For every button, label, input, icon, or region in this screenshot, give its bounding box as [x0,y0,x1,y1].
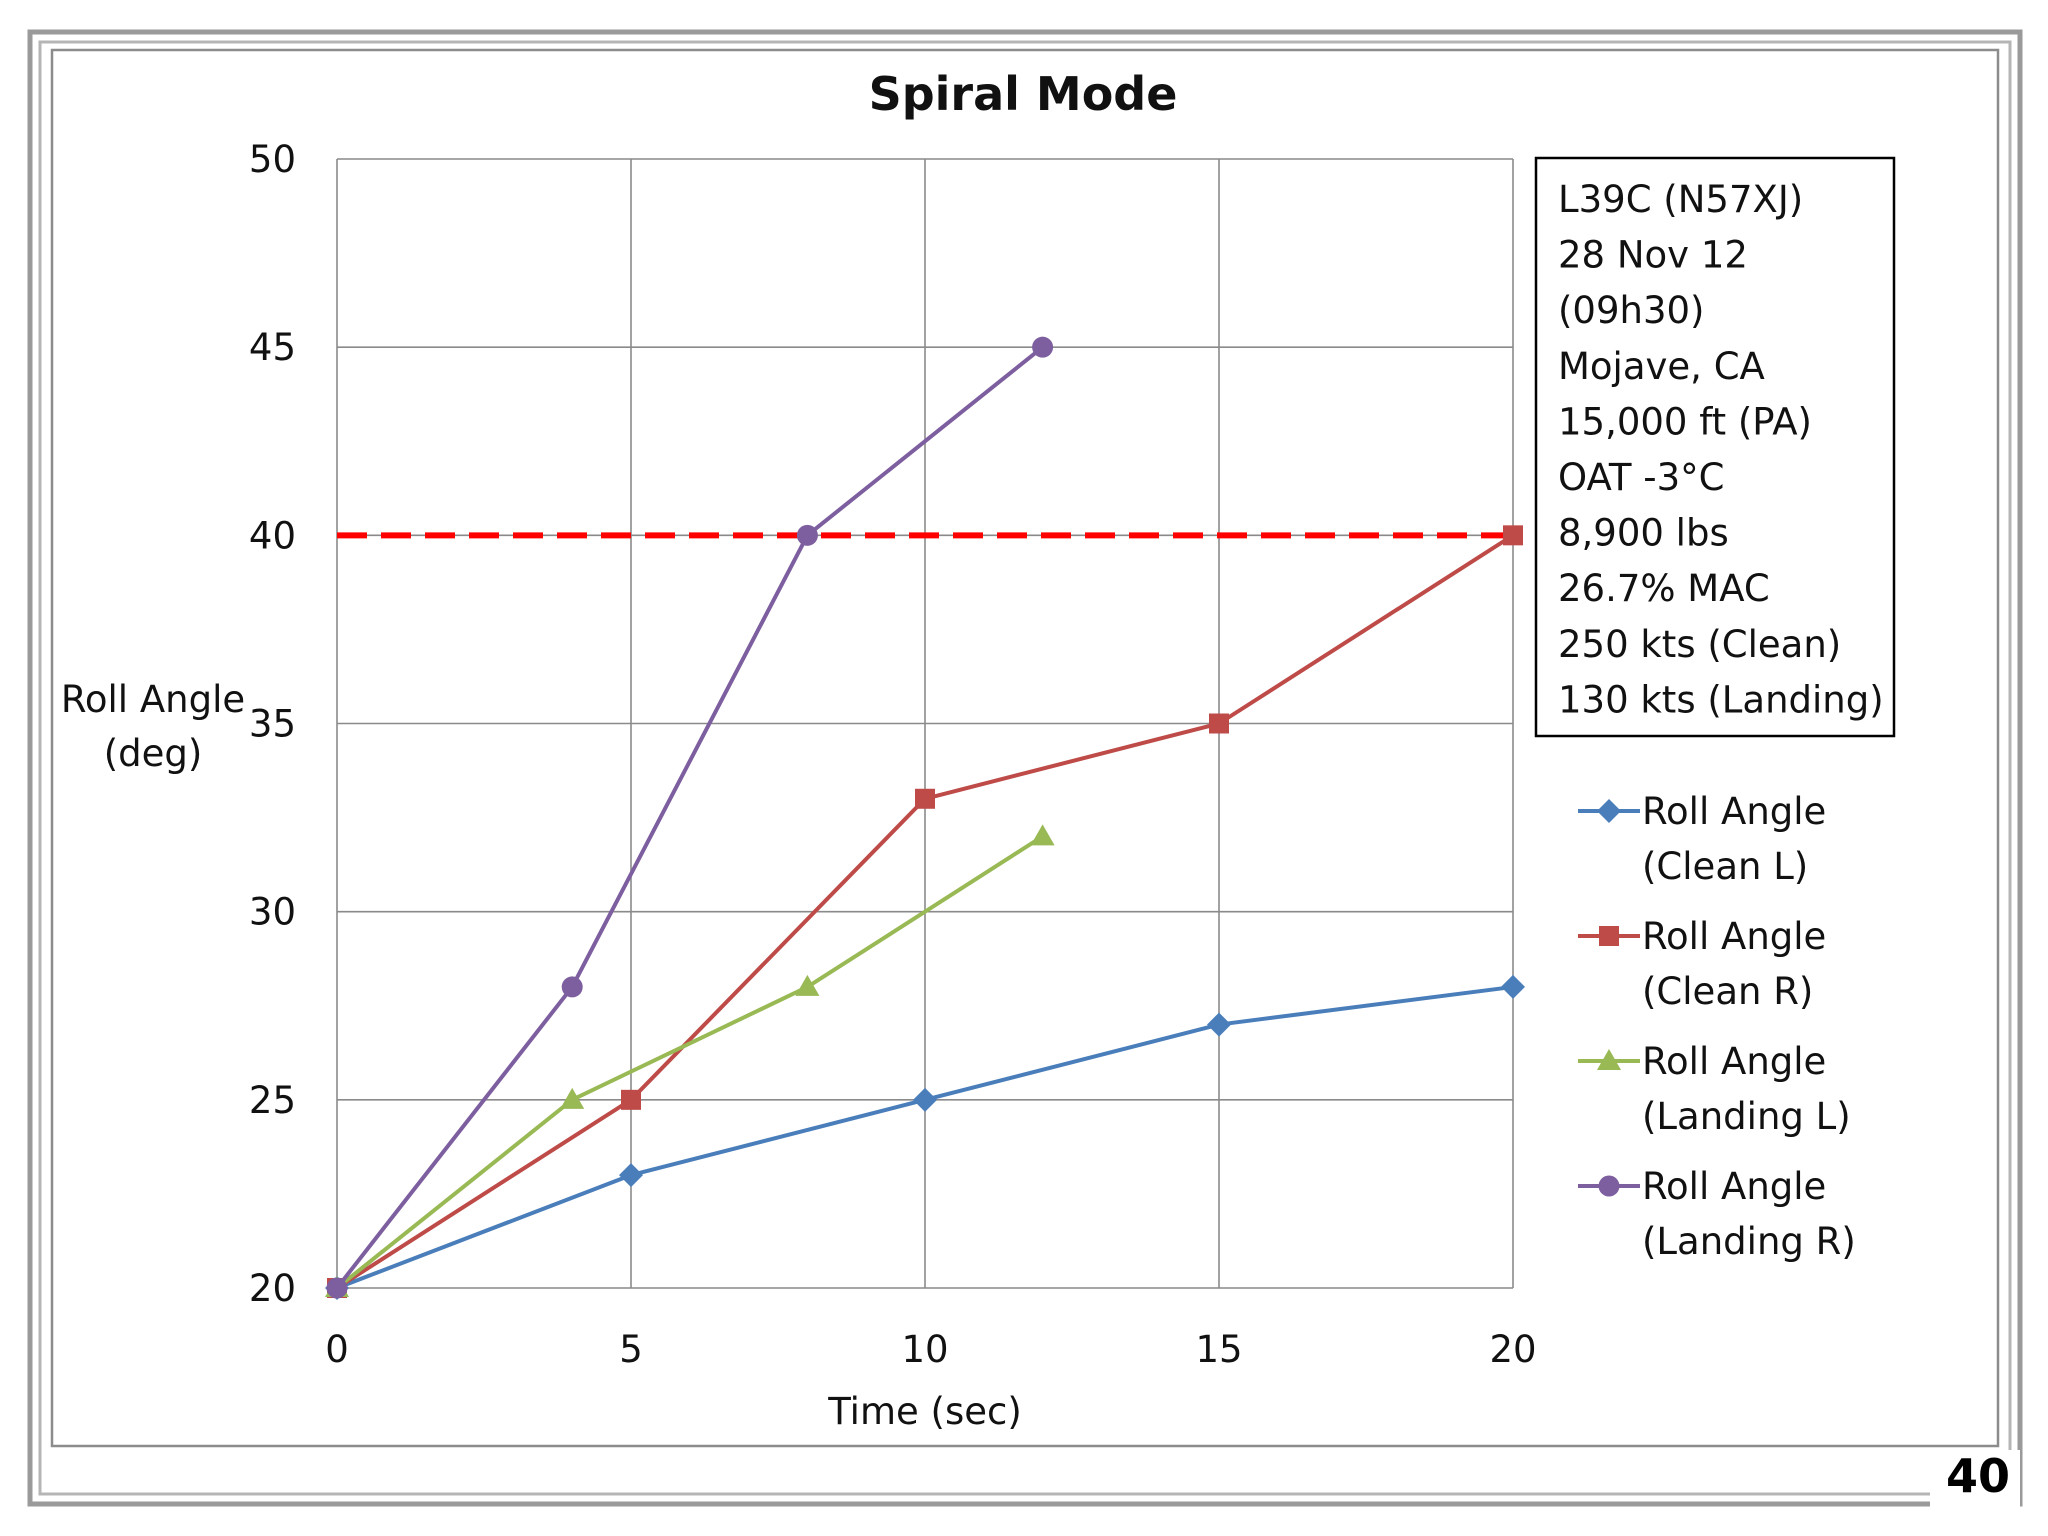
y-tick-label: 25 [249,1079,296,1122]
data-point [1503,525,1523,546]
legend-label-line-1: Roll Angle [1642,1040,1826,1083]
info-box [1534,156,1896,738]
x-tick-label: 5 [619,1328,643,1371]
data-point [913,1087,937,1112]
data-point [326,1277,348,1299]
data-point [795,974,820,996]
x-tick-label: 10 [901,1328,948,1371]
x-tick-label: 15 [1195,1328,1242,1371]
series-layer [325,336,1525,1300]
data-point [915,788,935,809]
page-number: 40 [1946,1449,2010,1503]
legend-marker [1597,799,1621,823]
x-tick-label: 0 [325,1328,349,1371]
legend-marker [1599,926,1619,946]
data-point [1209,713,1229,734]
data-point [621,1089,641,1110]
data-point [560,1087,585,1109]
y-tick-label: 35 [249,703,296,746]
data-point [561,976,583,998]
legend-label-line-2: (Clean L) [1642,845,1808,888]
y-tick-label: 20 [249,1267,296,1310]
y-axis-title-line-2: (deg) [104,732,203,775]
info-line: Mojave, CA [1558,345,1765,388]
info-box-text: L39C (N57XJ) 28 Nov 12 (09h30) Mojave, CA 15… [1558,178,1884,721]
tick-label-layer: 20 25 30 35 40 45 50 0 5 10 15 20 [249,138,1537,1371]
info-line: 250 kts (Clean) [1558,623,1841,666]
data-point [796,524,818,546]
legend-item-2: Roll Angle (Clean R) [1578,915,1826,1013]
data-point [1030,824,1055,846]
legend-item-3: Roll Angle (Landing L) [1578,1040,1851,1138]
legend-marker [1598,1175,1620,1197]
data-point [1032,336,1054,358]
y-tick-label: 50 [249,138,296,181]
legend-item-1: Roll Angle (Clean L) [1578,790,1826,888]
legend-label-line-1: Roll Angle [1642,1165,1826,1208]
legend: Roll Angle(Clean L)Roll Angle(Clean R)Ro… [1578,790,1856,1263]
info-line: 15,000 ft (PA) [1558,400,1812,443]
data-point [1207,1012,1231,1037]
info-line: OAT -3°C [1558,456,1725,499]
legend-marker [1597,1049,1621,1070]
legend-label-line-2: (Landing L) [1642,1095,1851,1138]
legend-label-line-2: (Clean R) [1642,970,1813,1013]
y-tick-label: 40 [249,514,296,557]
y-tick-label: 45 [249,326,296,369]
info-line: L39C (N57XJ) [1558,178,1803,221]
series-line [335,834,1044,1290]
info-line: 130 kts (Landing) [1558,678,1884,721]
legend-item-4: Roll Angle (Landing R) [1578,1165,1856,1263]
info-line: 8,900 lbs [1558,512,1729,555]
info-line: 26.7% MAC [1558,567,1770,610]
data-point [619,1163,643,1188]
y-axis-title-line-1: Roll Angle [61,678,245,721]
info-line: (09h30) [1558,289,1704,332]
data-point [1501,974,1525,999]
x-tick-label: 20 [1489,1328,1536,1371]
legend-label-line-1: Roll Angle [1642,915,1826,958]
info-line: 28 Nov 12 [1558,234,1748,277]
x-axis-title: Time (sec) [827,1390,1022,1433]
slide-frame-inner [38,40,2012,1496]
series-4 [326,336,1054,1299]
series-line [335,345,1044,1290]
y-tick-label: 30 [249,891,296,934]
legend-label-line-1: Roll Angle [1642,790,1826,833]
legend-label-line-2: (Landing R) [1642,1220,1856,1263]
chart-title: Spiral Mode [869,67,1178,121]
page-number-bg [1930,1450,2020,1510]
slide-frame-outer [27,29,2023,1507]
